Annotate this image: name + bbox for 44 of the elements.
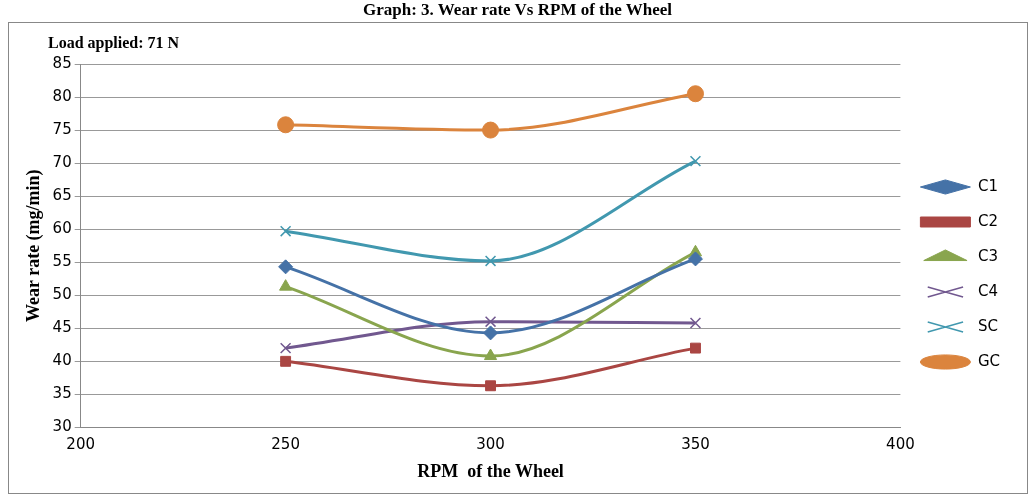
- y-tick-label: 75: [52, 119, 72, 138]
- x-tick-label: 400: [886, 435, 915, 454]
- point: [483, 325, 499, 341]
- y-tick-label: 55: [52, 252, 72, 271]
- point: [689, 155, 702, 167]
- y-tick-label: 35: [52, 384, 72, 403]
- legend-label: GC: [977, 351, 1001, 370]
- point: [690, 342, 701, 354]
- legend-label: SC: [977, 316, 998, 335]
- y-tick-label: 80: [52, 86, 72, 105]
- point: [483, 348, 498, 361]
- point: [686, 85, 704, 103]
- y-tick-label: 40: [52, 351, 72, 370]
- x-tick-label: 300: [476, 435, 505, 454]
- y-axis-title: Wear rate (mg/min): [23, 169, 45, 323]
- legend-label: C1: [977, 176, 998, 195]
- point: [485, 380, 496, 392]
- legend-label: C4: [977, 281, 998, 300]
- x-axis-title: RPM of the Wheel: [417, 460, 564, 481]
- y-tick-label: 60: [52, 219, 72, 238]
- point: [689, 317, 702, 329]
- chart-title: Graph: 3. Wear rate Vs RPM of the Wheel: [362, 0, 673, 20]
- y-tick-label: 30: [52, 417, 72, 436]
- point: [277, 116, 295, 134]
- point: [484, 315, 497, 328]
- x-tick-label: 250: [271, 435, 300, 454]
- point: [279, 342, 292, 354]
- y-tick-label: 45: [52, 318, 72, 337]
- point: [484, 255, 497, 267]
- point: [482, 121, 500, 139]
- x-tick-label: 200: [66, 435, 96, 454]
- y-tick-label: 85: [52, 53, 72, 72]
- x-tick-label: 350: [681, 435, 710, 454]
- y-tick-label: 70: [52, 153, 72, 171]
- point: [687, 251, 703, 267]
- point: [278, 259, 294, 275]
- point: [280, 355, 292, 367]
- legend-label: C2: [977, 211, 998, 230]
- point: [279, 279, 293, 291]
- y-tick-label: 50: [52, 285, 72, 304]
- y-tick-label: 65: [52, 186, 72, 205]
- text: Load applied: 71 N: [48, 34, 180, 52]
- legend-label: C3: [977, 246, 998, 265]
- point: [279, 225, 292, 237]
